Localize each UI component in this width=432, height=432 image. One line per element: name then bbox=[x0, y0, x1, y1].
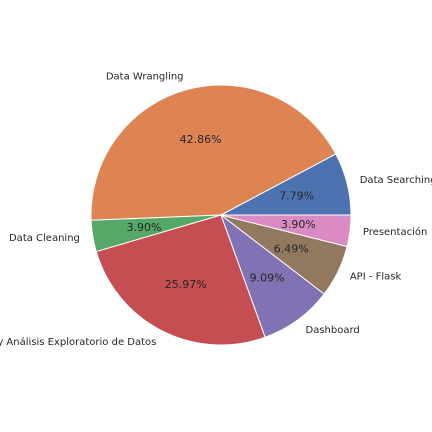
pie-label-visualizacion-y-analisis-exploratorio-de-datos: Visualización y Análisis Exploratorio de… bbox=[0, 336, 156, 348]
pie-slice-visualizacion-y-analisis-exploratorio-de-datos bbox=[95, 214, 266, 346]
pie-percent-label-presentacion: 3.90% bbox=[281, 218, 316, 231]
pie-label-data-cleaning: Data Cleaning bbox=[9, 233, 80, 244]
pie-label-data-wrangling: Data Wrangling bbox=[106, 71, 184, 82]
pie-label-data-searching: Data Searching bbox=[360, 175, 432, 186]
pie-slices bbox=[90, 84, 352, 346]
pie-percent-labels: 7.79% 42.86% 3.90% 25.97% 9.09% 6.49% 3.90% bbox=[127, 133, 316, 291]
pie-category-labels: Data Searching Data Wrangling Data Cleanin… bbox=[0, 71, 432, 348]
pie-slice-data-wrangling bbox=[90, 84, 337, 221]
pie-label-api-flask: API - Flask bbox=[350, 272, 402, 283]
pie-percent-label-dashboard: 9.09% bbox=[250, 271, 285, 284]
pie-percent-label-visualizacion-y-analisis-exploratorio-de-datos: 25.97% bbox=[165, 278, 207, 291]
pie-percent-label-data-cleaning: 3.90% bbox=[127, 221, 162, 234]
pie-slice-presentacion bbox=[220, 214, 352, 248]
pie-label-presentacion: Presentación bbox=[363, 226, 427, 238]
pie-percent-label-data-searching: 7.79% bbox=[279, 190, 314, 203]
pie-label-dashboard: Dashboard bbox=[306, 325, 360, 336]
pie-percent-label-api-flask: 6.49% bbox=[274, 242, 309, 255]
pie-percent-label-data-wrangling: 42.86% bbox=[180, 133, 222, 146]
